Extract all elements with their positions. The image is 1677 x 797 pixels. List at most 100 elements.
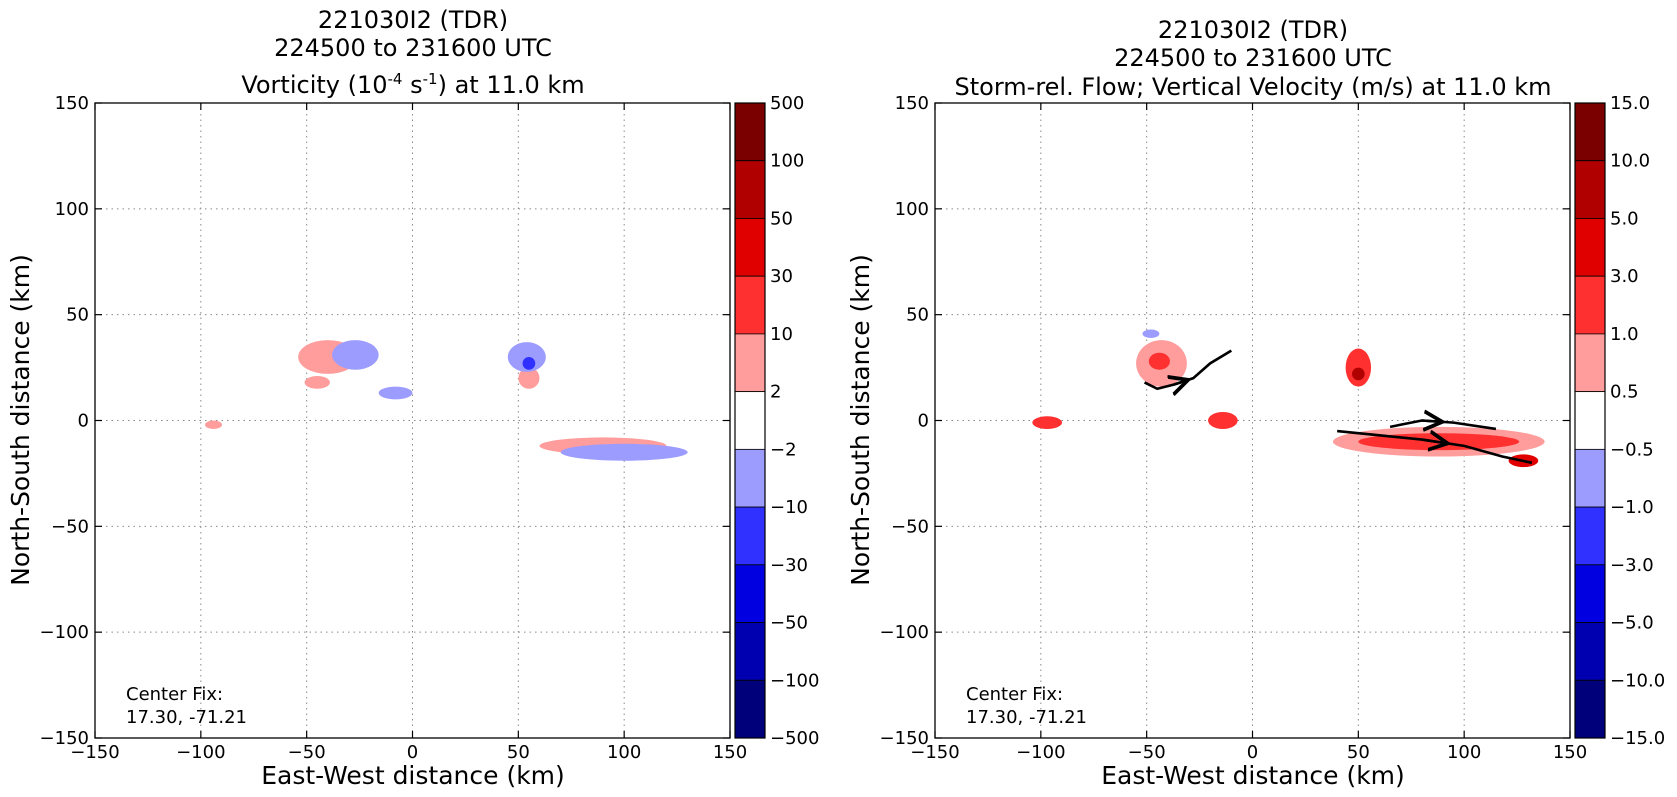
- panel1-title-line3: Vorticity (10-4 s-1) at 11.0 km: [241, 70, 584, 99]
- x-tick-label: −100: [1016, 742, 1065, 763]
- contour-region: [1142, 329, 1160, 338]
- colorbar-label: −0.5: [1610, 439, 1654, 460]
- y-tick-label: 0: [918, 411, 929, 432]
- colorbar-label: −3.0: [1610, 555, 1654, 576]
- colorbar-segment: [734, 506, 766, 566]
- colorbar-segment: [1574, 102, 1606, 162]
- colorbar-segment: [1574, 333, 1606, 393]
- y-tick-label: 100: [895, 199, 929, 220]
- y-tick-label: −100: [880, 622, 929, 643]
- contour-region: [1351, 367, 1365, 381]
- panel1-title-line2: 224500 to 231600 UTC: [274, 34, 552, 62]
- colorbar-segment: [734, 333, 766, 393]
- colorbar-segment: [734, 391, 766, 450]
- x-tick-label: 150: [1553, 742, 1587, 763]
- contour-region: [522, 357, 536, 370]
- colorbar-label: 500: [770, 93, 804, 114]
- panel1-ylabel: North-South distance (km): [6, 254, 35, 586]
- colorbar-segment: [1574, 448, 1606, 508]
- y-tick-label: −50: [51, 516, 89, 537]
- x-tick-label: 0: [407, 742, 418, 763]
- colorbar-label: 10: [770, 324, 793, 345]
- y-tick-label: −150: [880, 728, 929, 749]
- colorbar-label: −500: [770, 728, 819, 749]
- colorbar-segment: [734, 218, 766, 277]
- panel2-center-fix-coords: 17.30, -71.21: [966, 707, 1087, 728]
- vorticity-panel: 221030I2 (TDR) 224500 to 231600 UTC Vort…: [6, 6, 819, 790]
- colorbar-label: 15.0: [1610, 93, 1650, 114]
- colorbar-segment: [1574, 622, 1606, 681]
- colorbar-segment: [1574, 506, 1606, 566]
- colorbar-segment: [734, 448, 766, 508]
- y-tick-label: 0: [78, 411, 89, 432]
- colorbar-segment: [1574, 160, 1606, 219]
- y-tick-label: 150: [55, 93, 89, 114]
- panel1-xlabel: East-West distance (km): [261, 761, 565, 790]
- colorbar-segment: [734, 564, 766, 623]
- panel2-title-line3: Storm-rel. Flow; Vertical Velocity (m/s)…: [955, 73, 1552, 101]
- x-tick-label: −150: [910, 742, 959, 763]
- y-tick-label: 50: [66, 305, 89, 326]
- colorbar-label: 0.5: [1610, 382, 1639, 403]
- y-tick-label: 50: [906, 305, 929, 326]
- x-tick-label: 50: [1347, 742, 1370, 763]
- panel2-title-line2: 224500 to 231600 UTC: [1114, 44, 1392, 72]
- panel2-gridlines: [935, 103, 1570, 738]
- colorbar-label: 5.0: [1610, 208, 1639, 229]
- colorbar-label: 100: [770, 151, 804, 172]
- x-tick-label: 150: [713, 742, 747, 763]
- panel2-streamlines: [1143, 349, 1533, 465]
- contour-region: [205, 420, 223, 429]
- contour-region: [304, 376, 330, 389]
- panel1-title-line1: 221030I2 (TDR): [318, 6, 508, 34]
- x-tick-label: −50: [1128, 742, 1166, 763]
- colorbar-label: −5.0: [1610, 613, 1654, 634]
- colorbar-segment: [1574, 218, 1606, 277]
- streamline-arrow: [1174, 381, 1184, 384]
- colorbar-segment: [734, 679, 766, 739]
- colorbar-segment: [734, 102, 766, 162]
- streamline-arrow: [1421, 440, 1443, 443]
- contour-region: [560, 443, 688, 461]
- panel2-axis-ticks: −150 −100 −50 0 50 100 150 −150 −100 −50 0 50 100 150: [880, 93, 1588, 763]
- panel2-ylabel: North-South distance (km): [846, 254, 875, 586]
- colorbar-label: −50: [770, 613, 808, 634]
- colorbar-label: −30: [770, 555, 808, 576]
- panel1-colorbar: 500 100 50 30 10 2 −2 −10 −30 −50 −100 −500: [734, 93, 819, 749]
- vertical-velocity-panel: 221030I2 (TDR) 224500 to 231600 UTC Stor…: [846, 16, 1665, 790]
- colorbar-segment: [734, 275, 766, 335]
- colorbar-segment: [1574, 679, 1606, 739]
- colorbar-segment: [1574, 275, 1606, 335]
- x-tick-label: 50: [507, 742, 530, 763]
- colorbar-frame: [1574, 102, 1606, 739]
- colorbar-label: 2: [770, 382, 781, 403]
- colorbar-label: −10.0: [1610, 670, 1665, 691]
- y-tick-label: 150: [895, 93, 929, 114]
- panel1-axis-ticks: −150 −100 −50 0 50 100 150 −150 −100 −50 0 50 100 150: [40, 93, 748, 763]
- colorbar-label: −2: [770, 439, 797, 460]
- colorbar-label: 10.0: [1610, 151, 1650, 172]
- y-tick-label: −150: [40, 728, 89, 749]
- colorbar-label: −10: [770, 497, 808, 518]
- colorbar-label: 30: [770, 266, 793, 287]
- y-tick-label: −100: [40, 622, 89, 643]
- colorbar-segment: [1574, 391, 1606, 450]
- contour-region: [507, 342, 546, 372]
- panel2-title-line1: 221030I2 (TDR): [1158, 16, 1348, 44]
- colorbar-label: −100: [770, 670, 819, 691]
- x-tick-label: −100: [176, 742, 225, 763]
- contour-region: [332, 340, 379, 370]
- panel2-xlabel: East-West distance (km): [1101, 761, 1405, 790]
- panel1-center-fix-coords: 17.30, -71.21: [126, 707, 247, 728]
- panel2-colorbar: 15.0 10.0 5.0 3.0 1.0 0.5 −0.5 −1.0 −3.0 −5.0 −10.…: [1574, 93, 1665, 749]
- panel2-center-fix-label: Center Fix:: [966, 684, 1063, 705]
- contour-region: [1148, 352, 1170, 370]
- x-tick-label: 100: [1447, 742, 1481, 763]
- y-tick-label: 100: [55, 199, 89, 220]
- panel1-gridlines: [95, 103, 730, 738]
- x-tick-label: −50: [288, 742, 326, 763]
- colorbar-label: 1.0: [1610, 324, 1639, 345]
- x-tick-label: 0: [1247, 742, 1258, 763]
- colorbar-segment: [734, 622, 766, 681]
